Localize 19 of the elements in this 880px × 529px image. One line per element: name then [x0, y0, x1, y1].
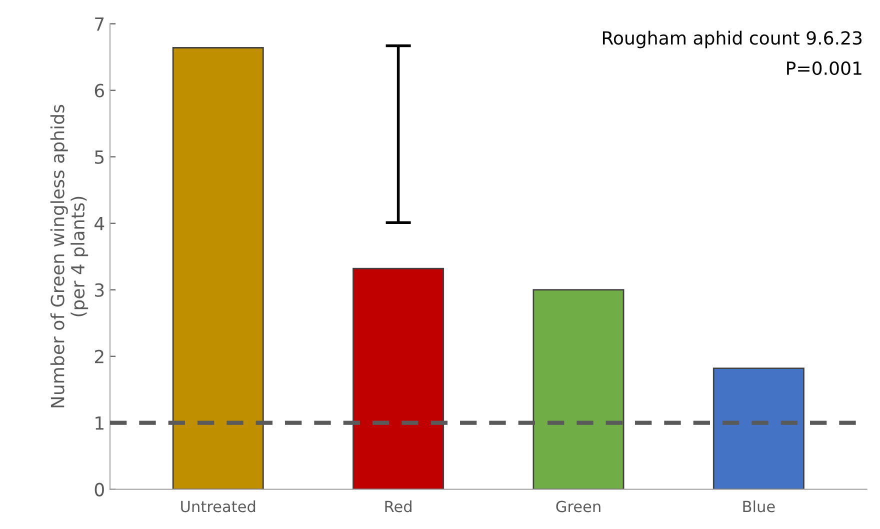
annotation: P=0.001 — [787, 61, 862, 76]
bar — [172, 47, 264, 490]
bar — [352, 268, 444, 490]
y-tick-label: 7 — [95, 18, 104, 31]
y-axis-title: Number of Green wingless aphids (per 4 plants) — [50, 104, 88, 408]
x-tick-label: Blue — [743, 500, 775, 512]
x-tick-label: Untreated — [181, 500, 256, 512]
x-tick-label: Red — [385, 500, 412, 512]
y-tick-label: 2 — [94, 350, 104, 364]
x-tick-label: Green — [556, 500, 600, 512]
y-tick-label: 6 — [94, 84, 104, 98]
bar — [712, 368, 804, 490]
y-tick-label: 1 — [96, 416, 104, 430]
y-tick-label: 5 — [95, 150, 104, 164]
annotation: Rougham aphid count 9.6.23 — [602, 30, 862, 48]
y-tick-label: 0 — [94, 482, 104, 496]
y-tick-label: 4 — [94, 217, 104, 230]
bar — [532, 289, 624, 490]
y-tick-label: 3 — [95, 283, 104, 297]
